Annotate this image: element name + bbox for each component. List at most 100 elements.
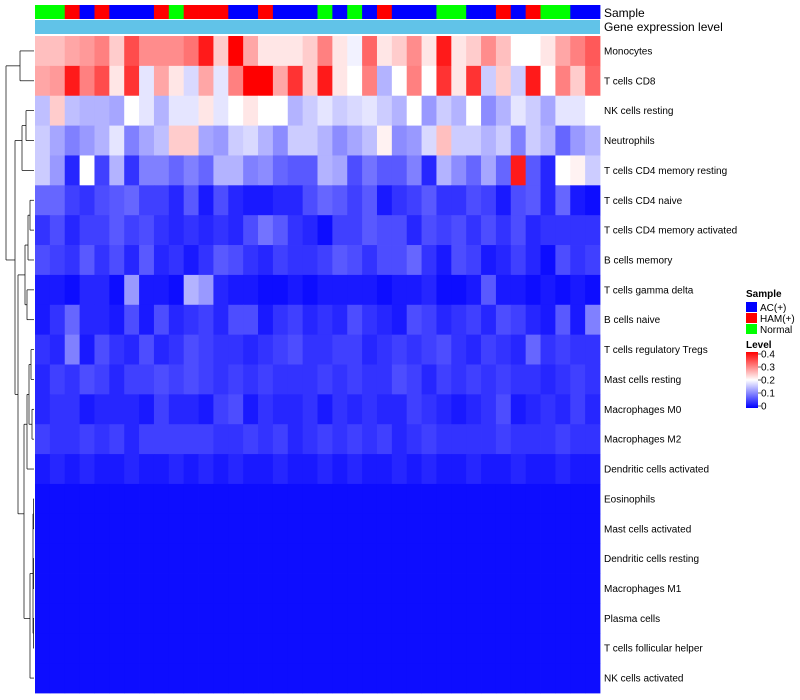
- heatmap-cell: [466, 95, 482, 126]
- heatmap-cell: [302, 36, 318, 67]
- heatmap-cell: [153, 424, 170, 455]
- heatmap-cell: [228, 573, 244, 604]
- heatmap-cell: [540, 215, 556, 246]
- heatmap-cell: [391, 245, 408, 276]
- heatmap-cell: [466, 454, 482, 485]
- sample-cell: [540, 5, 556, 19]
- heatmap-cell: [555, 215, 571, 246]
- heatmap-cell: [153, 304, 170, 336]
- heatmap-cell: [287, 454, 304, 485]
- heatmap-cell: [347, 95, 363, 126]
- heatmap-cell: [272, 334, 289, 365]
- heatmap-cell: [451, 603, 467, 634]
- heatmap-cell: [183, 633, 199, 664]
- heatmap-cell: [495, 36, 512, 67]
- heatmap-cell: [94, 95, 110, 126]
- heatmap-cell: [466, 364, 482, 395]
- heatmap-cell: [198, 573, 214, 604]
- heatmap-cell: [198, 334, 214, 365]
- heatmap-cell: [332, 633, 348, 664]
- heatmap-cell: [109, 95, 125, 126]
- heatmap-cell: [406, 543, 422, 574]
- heatmap-cell: [258, 65, 274, 97]
- heatmap-cell: [124, 573, 140, 604]
- heatmap-cell: [540, 274, 556, 306]
- heatmap-cell: [198, 424, 214, 455]
- heatmap-cell: [332, 394, 348, 425]
- heatmap-cell: [510, 274, 527, 306]
- heatmap-cell: [347, 364, 363, 395]
- heatmap-cell: [258, 304, 274, 336]
- heatmap-cell: [183, 155, 199, 186]
- heatmap-cell: [94, 663, 110, 694]
- heatmap-cell: [35, 215, 51, 246]
- heatmap-cell: [362, 483, 378, 515]
- heatmap-cell: [421, 663, 437, 694]
- heatmap-cell: [94, 185, 110, 216]
- heatmap-cell: [49, 483, 66, 515]
- heatmap-cell: [332, 663, 348, 694]
- heatmap-cell: [243, 36, 259, 67]
- heatmap-cell: [481, 483, 497, 515]
- heatmap-cell: [287, 573, 304, 604]
- heatmap-cell: [243, 65, 259, 97]
- heatmap-cell: [481, 364, 497, 395]
- heatmap-cell: [510, 334, 527, 365]
- heatmap-cell: [585, 125, 601, 156]
- heatmap-cell: [436, 95, 452, 126]
- heatmap-cell: [124, 483, 140, 515]
- heatmap-cell: [79, 215, 95, 246]
- heatmap-cell: [243, 334, 259, 365]
- sample-annotation-bar: [35, 5, 601, 19]
- heatmap-cell: [287, 424, 304, 455]
- heatmap-cell: [436, 454, 452, 485]
- heatmap-cell: [585, 483, 601, 515]
- heatmap-cell: [391, 513, 408, 545]
- heatmap-cell: [362, 245, 378, 276]
- heatmap-cell: [585, 155, 601, 186]
- heatmap-cell: [525, 543, 541, 574]
- heatmap-cell: [302, 454, 318, 485]
- heatmap-cell: [124, 364, 140, 395]
- heatmap-cell: [332, 424, 348, 455]
- heatmap-cell: [585, 603, 601, 634]
- heatmap-cell: [228, 603, 244, 634]
- heatmap-cell: [198, 543, 214, 574]
- heatmap-cell: [436, 125, 452, 156]
- heatmap-cell: [466, 215, 482, 246]
- heatmap-cell: [376, 215, 393, 246]
- heatmap-cell: [570, 483, 586, 515]
- row-label: Dendritic cells activated: [604, 465, 709, 476]
- heatmap-cell: [540, 125, 556, 156]
- heatmap-cell: [510, 245, 527, 276]
- heatmap-cell: [332, 573, 348, 604]
- heatmap-cell: [317, 394, 333, 425]
- heatmap-cell: [347, 483, 363, 515]
- heatmap-cell: [272, 36, 289, 67]
- heatmap-cell: [406, 483, 422, 515]
- row-label: B cells naive: [604, 315, 661, 326]
- heatmap-cell: [510, 424, 527, 455]
- heatmap-cell: [64, 304, 81, 336]
- heatmap-cell: [525, 394, 541, 425]
- row-label: Mast cells resting: [604, 375, 681, 386]
- heatmap-cell: [376, 424, 393, 455]
- heatmap-cell: [94, 215, 110, 246]
- heatmap-cell: [272, 364, 289, 395]
- heatmap-cell: [570, 65, 586, 97]
- heatmap-cell: [64, 125, 81, 156]
- heatmap-cell: [362, 663, 378, 694]
- heatmap-cell: [272, 603, 289, 634]
- heatmap-cell: [481, 155, 497, 186]
- heatmap-cell: [421, 633, 437, 664]
- heatmap-cell: [258, 454, 274, 485]
- heatmap-cell: [183, 454, 199, 485]
- heatmap-cell: [64, 245, 81, 276]
- row-label: T cells gamma delta: [604, 285, 694, 296]
- heatmap-cell: [481, 334, 497, 365]
- heatmap-cell: [362, 185, 378, 216]
- heatmap-cell: [35, 125, 51, 156]
- heatmap-cell: [35, 454, 51, 485]
- heatmap-cell: [555, 454, 571, 485]
- heatmap-cell: [139, 573, 155, 604]
